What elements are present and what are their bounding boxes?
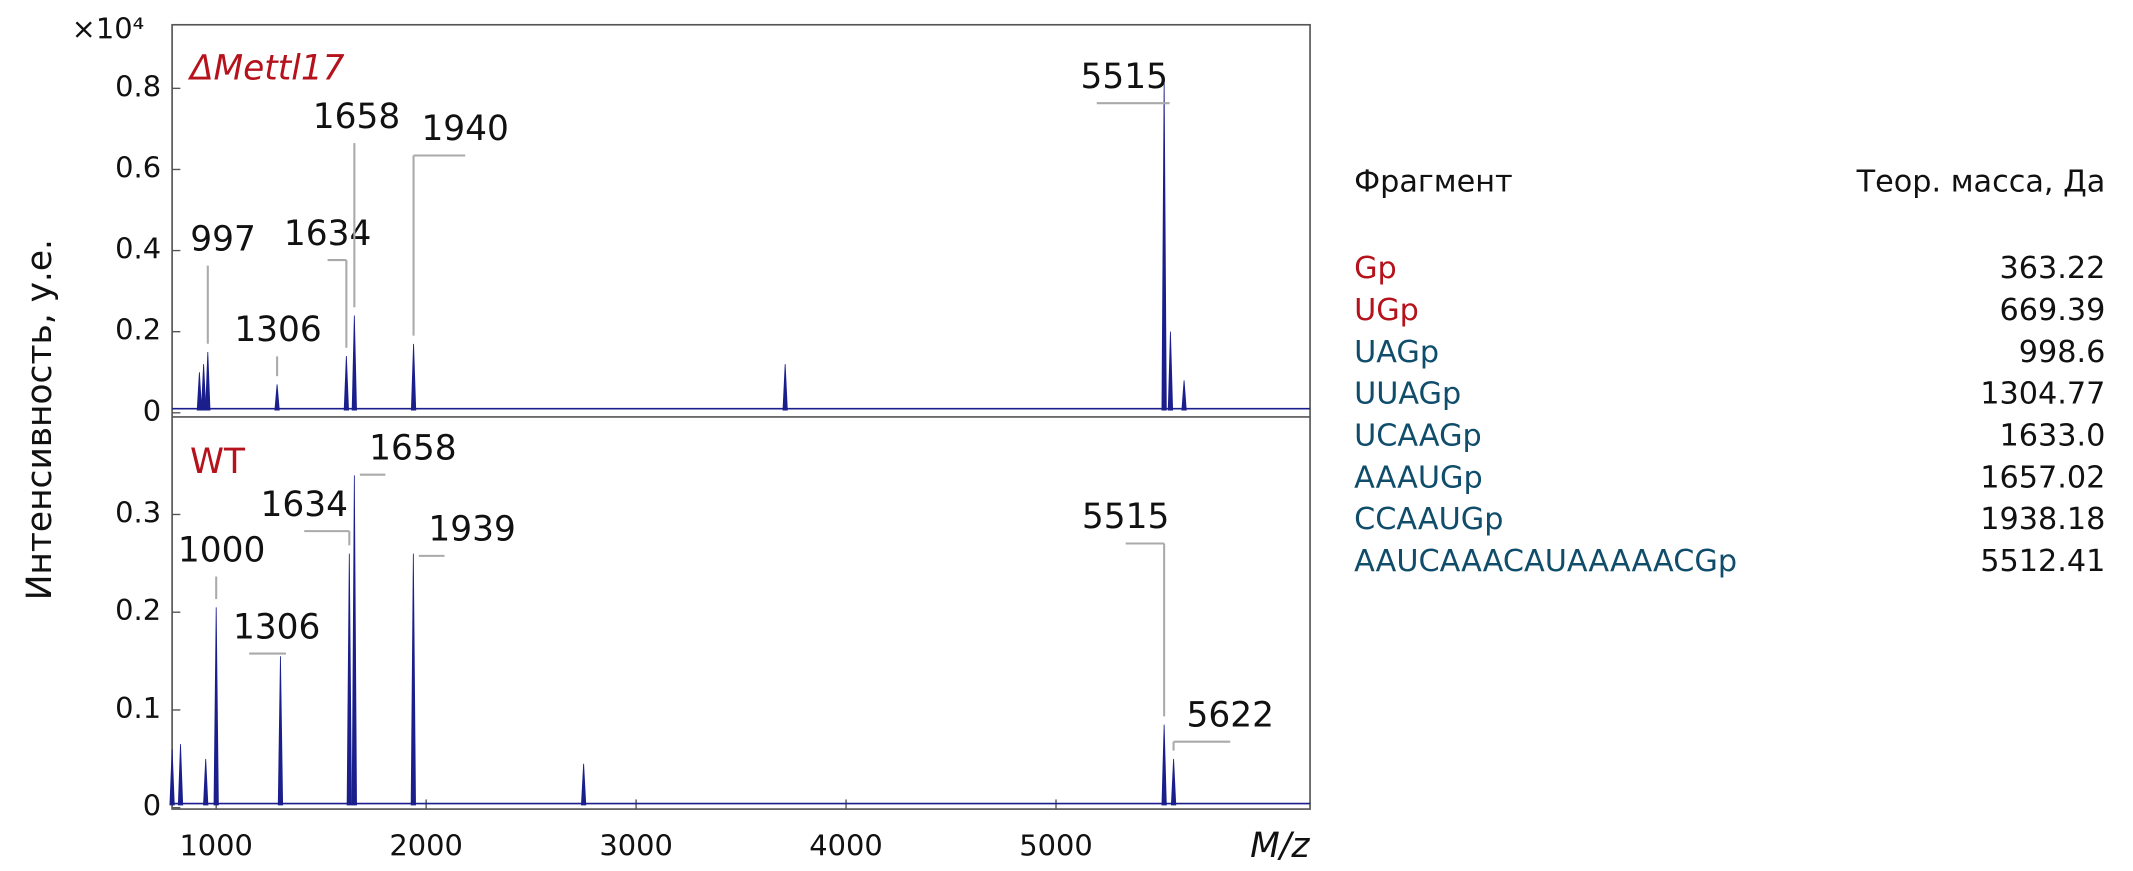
peak-label: 5622	[1187, 695, 1274, 735]
peak-label: 997	[190, 219, 256, 259]
fragment-mass: 1304.77	[1980, 377, 2105, 412]
peak	[213, 607, 219, 806]
fragment-mass: 363.22	[1999, 251, 2105, 286]
fragment-name: UCAAGp	[1354, 419, 1482, 454]
peak	[343, 356, 350, 411]
peak-label: 5515	[1082, 497, 1169, 537]
fragment-name: Gp	[1354, 251, 1397, 286]
y-tick-label: 0	[143, 789, 161, 823]
panel-title: WT	[190, 442, 246, 482]
peak	[277, 656, 284, 806]
peak	[1161, 80, 1167, 411]
y-axis-label: Интенсивность, у.е.	[20, 239, 60, 600]
peak-label: 1306	[233, 607, 320, 647]
table-header: Теор. масса, Да	[1856, 165, 2106, 200]
fragment-mass: 998.6	[2019, 335, 2106, 370]
fragment-mass: 1633.0	[1999, 419, 2105, 454]
peak	[1181, 380, 1187, 411]
panel-title: ΔMettl17	[187, 49, 345, 89]
peak	[346, 553, 352, 806]
peak	[1161, 724, 1167, 806]
x-tick-label: 2000	[389, 829, 463, 863]
fragment-name: CCAAUGp	[1354, 502, 1503, 537]
peak	[169, 749, 175, 806]
peak	[782, 364, 788, 411]
peak	[351, 475, 357, 806]
x-axis-label: M/z	[1250, 826, 1310, 866]
x-tick-label: 3000	[599, 829, 673, 863]
peak	[580, 763, 587, 806]
fragment-name: UGp	[1354, 293, 1419, 328]
peak-label: 1634	[284, 214, 371, 254]
y-tick-label: 0.8	[115, 69, 161, 103]
scale-label: ×10⁴	[72, 11, 145, 45]
x-tick-label: 1000	[179, 829, 252, 863]
table-header: Фрагмент	[1354, 165, 1513, 200]
fragment-name: UUAGp	[1354, 377, 1461, 412]
peak-label: 1634	[260, 485, 347, 525]
peak	[205, 351, 211, 411]
fragment-mass: 669.39	[1999, 293, 2105, 328]
fragment-mass: 5512.41	[1980, 544, 2105, 579]
peak-label: 1658	[369, 428, 456, 468]
y-tick-label: 0	[143, 394, 161, 428]
peak-label: 1940	[421, 109, 508, 149]
peak	[1170, 758, 1177, 806]
peak	[1167, 331, 1174, 411]
x-tick-label: 4000	[809, 829, 883, 863]
fragment-name: AAAUGp	[1354, 460, 1483, 495]
peak-label: 5515	[1081, 57, 1168, 97]
y-tick-label: 0.2	[115, 593, 161, 627]
peak-label: 1658	[313, 97, 400, 137]
peak	[410, 343, 417, 411]
peak-label: 1939	[428, 510, 515, 550]
x-tick-label: 5000	[1019, 829, 1093, 863]
y-tick-label: 0.1	[115, 691, 161, 725]
y-tick-label: 0.2	[115, 313, 161, 347]
fragment-mass: 1938.18	[1980, 502, 2105, 537]
y-tick-label: 0.4	[115, 232, 161, 266]
y-tick-label: 0.6	[115, 150, 161, 184]
peak	[200, 364, 207, 411]
peak	[196, 372, 203, 411]
peak-label: 1000	[178, 530, 265, 570]
fragment-name: UAGp	[1354, 335, 1439, 370]
fragment-name: AAUCAAACAUAAAAACGp	[1354, 544, 1737, 579]
peak-label: 1306	[234, 310, 321, 350]
peak	[410, 553, 416, 806]
peak	[351, 315, 357, 411]
y-tick-label: 0.3	[115, 495, 161, 529]
fragment-mass: 1657.02	[1980, 460, 2105, 495]
peak	[177, 744, 184, 806]
peak	[203, 758, 209, 806]
peak	[274, 384, 280, 411]
